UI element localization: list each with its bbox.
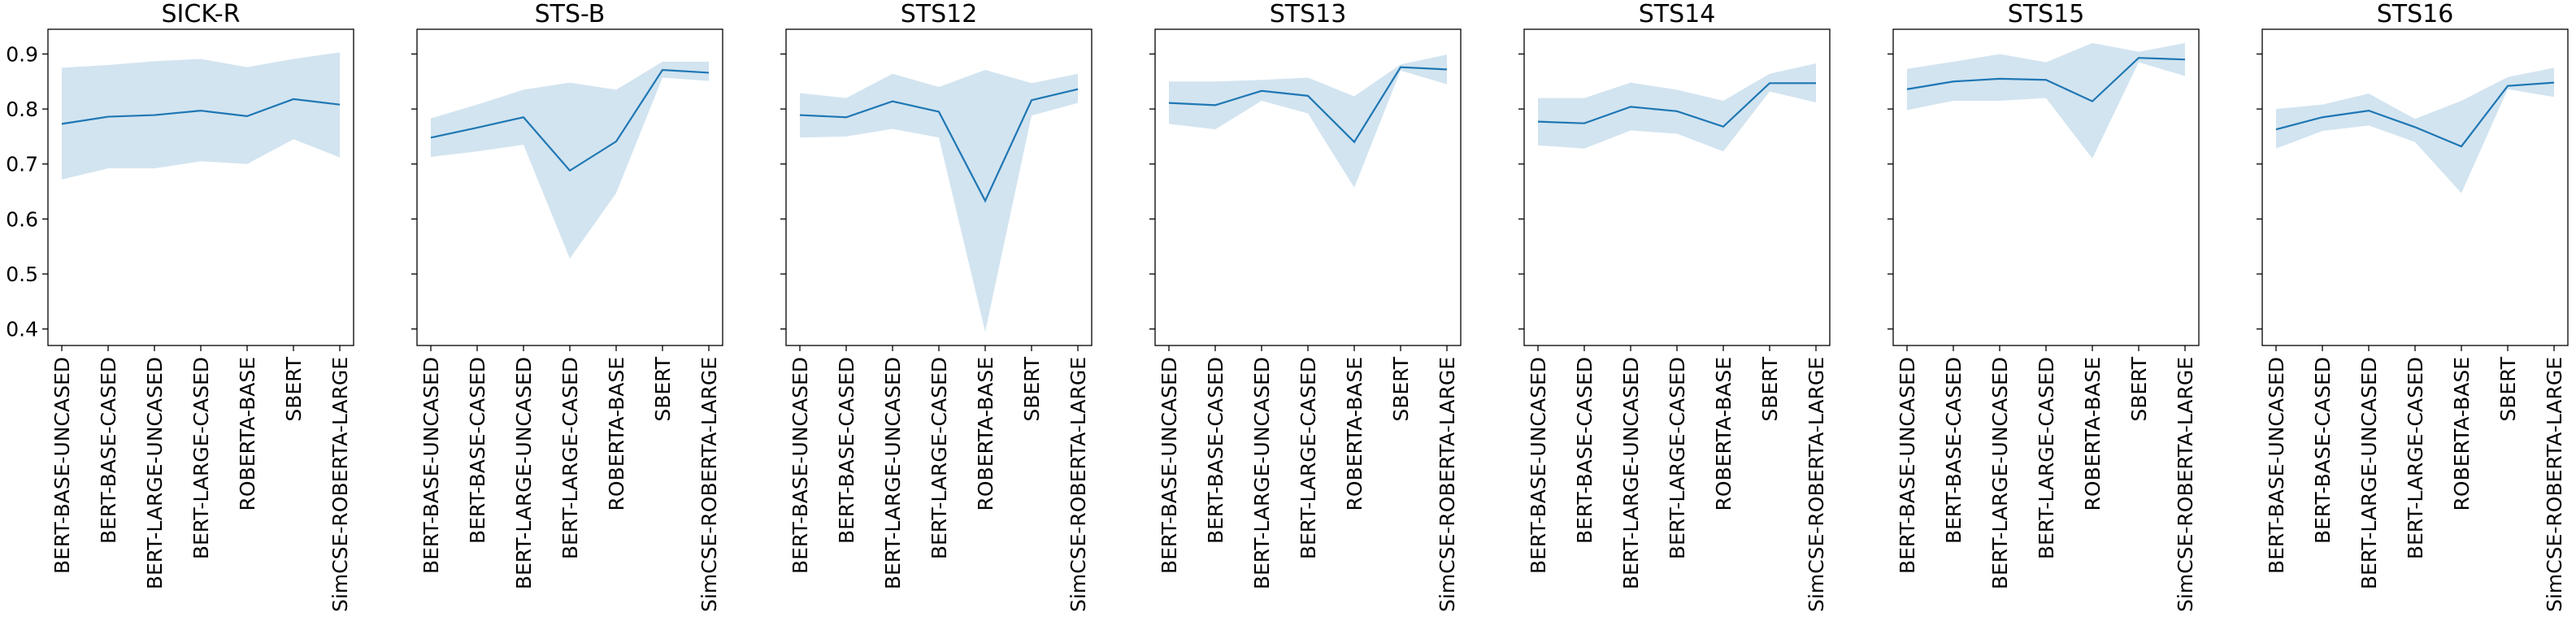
panel-title: STS14 bbox=[1639, 0, 1716, 28]
x-tick-label: ROBERTA-BASE bbox=[1712, 357, 1735, 511]
x-tick-label: BERT-BASE-UNCASED bbox=[1158, 357, 1181, 574]
x-tick-label: BERT-LARGE-UNCASED bbox=[2357, 357, 2381, 589]
x-tick-label: SimCSE-ROBERTA-LARGE bbox=[1066, 357, 1090, 612]
panels: SICK-R 0.4 0.5 0.6 0.7 0.8 0.9 BERT-BASE-UNCASE… bbox=[6, 0, 2569, 612]
panel-title: STS13 bbox=[1270, 0, 1347, 28]
x-tick-label: BERT-LARGE-CASED bbox=[1297, 357, 1320, 559]
x-tick-label: SimCSE-ROBERTA-LARGE bbox=[697, 357, 721, 612]
x-tick-label: BERT-BASE-CASED bbox=[1942, 357, 1966, 544]
chart-panel: STS15 BERT-BASE-UNCASED BERT-BASE-CASED BER… bbox=[1887, 0, 2200, 612]
y-tick-label: 0.4 bbox=[6, 318, 38, 341]
chart-panel: STS13 BERT-BASE-UNCASED BERT-BASE-CASED BER… bbox=[1149, 0, 1462, 612]
x-tick-label: SimCSE-ROBERTA-LARGE bbox=[1805, 357, 1828, 612]
x-tick-label: BERT-LARGE-UNCASED bbox=[1619, 357, 1643, 589]
x-tick-label: BERT-BASE-UNCASED bbox=[788, 357, 812, 574]
chart-panel: STS-B BERT-BASE-UNCASED BERT-BASE-CASED BER… bbox=[411, 0, 723, 612]
confidence-band bbox=[1907, 42, 2185, 159]
series-line bbox=[2275, 81, 2555, 148]
x-tick-label: ROBERTA-BASE bbox=[1343, 357, 1366, 511]
series-line bbox=[1906, 57, 2186, 102]
x-tick-label: SBERT bbox=[651, 356, 675, 421]
x-tick-label: SBERT bbox=[1758, 356, 1782, 421]
confidence-band bbox=[431, 61, 709, 259]
x-tick-label: BERT-BASE-UNCASED bbox=[50, 357, 74, 574]
y-tick-label: 0.8 bbox=[6, 98, 38, 121]
panel-title: SICK-R bbox=[161, 0, 240, 28]
x-tick-label: SBERT bbox=[1389, 356, 1413, 421]
confidence-band bbox=[800, 70, 1078, 332]
chart-panel: SICK-R 0.4 0.5 0.6 0.7 0.8 0.9 BERT-BASE-UNCASE… bbox=[6, 0, 354, 612]
x-tick-label: ROBERTA-BASE bbox=[2081, 357, 2105, 511]
x-tick-label: BERT-LARGE-CASED bbox=[2035, 357, 2058, 559]
panel-title: STS15 bbox=[2008, 0, 2085, 28]
x-tick-label: BERT-LARGE-CASED bbox=[927, 357, 951, 559]
x-tick-label: BERT-LARGE-CASED bbox=[2404, 357, 2427, 559]
series-line bbox=[61, 98, 341, 125]
x-tick-label: BERT-LARGE-UNCASED bbox=[881, 357, 905, 589]
confidence-band bbox=[62, 52, 340, 180]
series-line bbox=[799, 88, 1079, 203]
x-tick-label: SimCSE-ROBERTA-LARGE bbox=[2174, 357, 2197, 612]
series-line bbox=[1168, 66, 1448, 144]
x-tick-label: SimCSE-ROBERTA-LARGE bbox=[2543, 357, 2566, 612]
x-tick-label: BERT-BASE-UNCASED bbox=[2265, 357, 2288, 574]
x-tick-label: BERT-LARGE-UNCASED bbox=[143, 357, 167, 589]
x-tick-label: BERT-BASE-CASED bbox=[2311, 357, 2335, 544]
y-tick-label: 0.5 bbox=[6, 263, 38, 286]
chart-panel: STS14 BERT-BASE-UNCASED BERT-BASE-CASED BER… bbox=[1518, 0, 1831, 612]
x-tick-label: SimCSE-ROBERTA-LARGE bbox=[1436, 357, 1459, 612]
y-tick-label: 0.6 bbox=[6, 207, 38, 231]
y-tick-label: 0.7 bbox=[6, 153, 38, 176]
y-tick-label: 0.9 bbox=[6, 42, 38, 66]
confidence-band bbox=[1538, 63, 1816, 152]
panel-title: STS16 bbox=[2377, 0, 2454, 28]
x-tick-label: ROBERTA-BASE bbox=[974, 357, 997, 511]
x-tick-label: SBERT bbox=[2496, 356, 2520, 421]
confidence-band bbox=[1169, 54, 1447, 188]
x-tick-label: BERT-LARGE-CASED bbox=[189, 357, 213, 559]
x-tick-label: BERT-BASE-CASED bbox=[97, 357, 120, 544]
x-tick-label: BERT-LARGE-CASED bbox=[1666, 357, 1689, 559]
x-tick-label: SBERT bbox=[282, 356, 306, 421]
x-tick-label: BERT-BASE-UNCASED bbox=[419, 357, 443, 574]
x-tick-label: BERT-BASE-UNCASED bbox=[1896, 357, 1919, 574]
confidence-band bbox=[2276, 67, 2554, 193]
x-tick-label: BERT-LARGE-UNCASED bbox=[1250, 357, 1274, 589]
x-tick-label: BERT-BASE-CASED bbox=[1573, 357, 1596, 544]
x-tick-label: ROBERTA-BASE bbox=[2450, 357, 2474, 511]
x-tick-label: SBERT bbox=[1020, 356, 1044, 421]
series-line bbox=[430, 68, 710, 172]
panel-title: STS-B bbox=[535, 0, 606, 28]
panel-title: STS12 bbox=[901, 0, 978, 28]
x-tick-label: BERT-BASE-CASED bbox=[466, 357, 489, 544]
x-tick-label: BERT-BASE-CASED bbox=[835, 357, 858, 544]
x-tick-label: BERT-LARGE-UNCASED bbox=[512, 357, 536, 589]
x-tick-label: SBERT bbox=[2127, 356, 2151, 421]
x-tick-label: BERT-BASE-CASED bbox=[1204, 357, 1227, 544]
x-tick-label: SimCSE-ROBERTA-LARGE bbox=[328, 357, 352, 612]
series-line bbox=[1537, 82, 1816, 128]
x-tick-label: BERT-LARGE-UNCASED bbox=[1988, 357, 2012, 589]
x-tick-label: ROBERTA-BASE bbox=[236, 357, 259, 511]
chart-panel: STS16 BERT-BASE-UNCASED BERT-BASE-CASED BER… bbox=[2257, 0, 2569, 612]
x-tick-label: BERT-LARGE-CASED bbox=[558, 357, 582, 559]
x-tick-label: BERT-BASE-UNCASED bbox=[1527, 357, 1550, 574]
chart-panel: STS12 BERT-BASE-UNCASED BERT-BASE-CASED BER… bbox=[780, 0, 1093, 612]
x-tick-label: ROBERTA-BASE bbox=[605, 357, 628, 511]
